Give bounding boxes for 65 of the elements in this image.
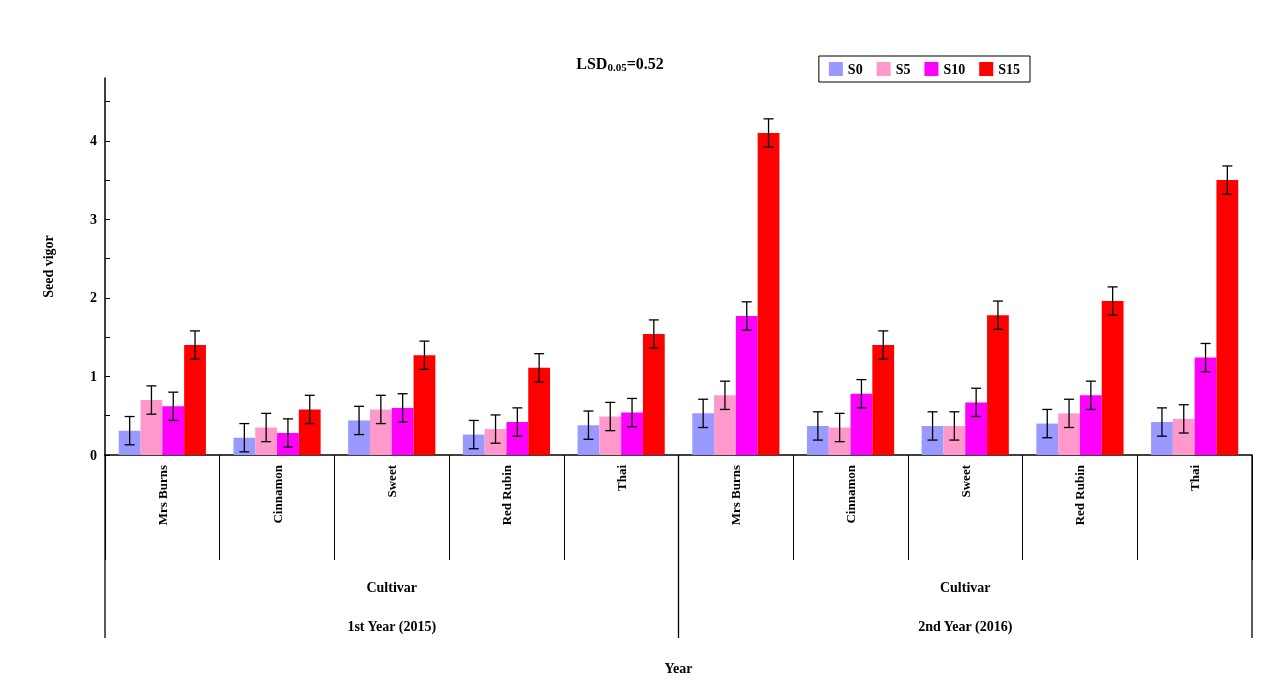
- x-tick-label: Sweet: [384, 464, 400, 498]
- bar: [348, 420, 370, 455]
- bar: [714, 395, 736, 455]
- bar: [1194, 357, 1217, 455]
- x-tick-label: Cinnamon: [269, 464, 285, 524]
- bar: [484, 429, 507, 455]
- bar: [642, 334, 665, 455]
- bar: [806, 425, 829, 455]
- bar: [692, 413, 715, 455]
- bar: [118, 430, 141, 455]
- bar: [828, 427, 851, 455]
- bar: [369, 409, 392, 455]
- bar: [1172, 418, 1195, 455]
- x-tick-label: Mrs Burns: [728, 465, 744, 526]
- legend-label: S10: [943, 61, 966, 77]
- text: Cultivar: [366, 579, 418, 595]
- text: Cultivar: [939, 579, 991, 595]
- bar: [1079, 395, 1102, 455]
- x-tick-label: Red Rubin: [498, 464, 514, 526]
- y-tick-label: 1: [90, 368, 97, 384]
- bar: [735, 315, 758, 455]
- x-tick-label: Mrs Burns: [154, 465, 170, 526]
- y-tick-label: 2: [90, 290, 97, 306]
- bar: [1036, 423, 1059, 455]
- bar: [757, 132, 780, 455]
- y-tick-label: 0: [90, 447, 97, 463]
- bar: [413, 355, 436, 455]
- y-axis-title: Seed vigor: [40, 235, 56, 298]
- bar: [184, 345, 206, 455]
- bar: [255, 427, 278, 455]
- bar: [872, 345, 895, 455]
- bar: [943, 425, 966, 455]
- legend-label: S15: [998, 61, 1021, 77]
- text: 1st Year (2015): [347, 618, 437, 635]
- x-tick-label: Cinnamon: [843, 464, 859, 524]
- bar: [506, 422, 529, 455]
- legend-label: S0: [847, 61, 863, 77]
- bar: [921, 425, 944, 455]
- bar: [1151, 422, 1173, 455]
- bar: [233, 437, 256, 455]
- bar: [1058, 413, 1080, 455]
- bar: [850, 393, 873, 455]
- bar: [1216, 180, 1239, 455]
- bar: [462, 434, 485, 455]
- bar: [140, 400, 163, 455]
- legend-label: S5: [895, 61, 911, 77]
- x-tick-label: Sweet: [957, 464, 973, 498]
- bar: [599, 416, 622, 455]
- x-tick-label: Thai: [1187, 464, 1203, 492]
- y-tick-label: 4: [90, 133, 97, 149]
- text: Year: [664, 660, 693, 676]
- bar: [528, 367, 551, 455]
- x-tick-label: Thai: [613, 464, 629, 492]
- bar: [391, 407, 414, 455]
- x-tick-label: Red Rubin: [1072, 464, 1088, 526]
- bar: [621, 412, 643, 455]
- bar: [965, 402, 988, 455]
- text: 2nd Year (2016): [918, 618, 1013, 635]
- bar: [1101, 301, 1124, 455]
- bar: [987, 315, 1009, 455]
- y-tick-label: 3: [90, 211, 97, 227]
- bar: [277, 433, 299, 455]
- bar: [298, 409, 321, 455]
- bar: [577, 425, 600, 455]
- bar: [162, 406, 185, 455]
